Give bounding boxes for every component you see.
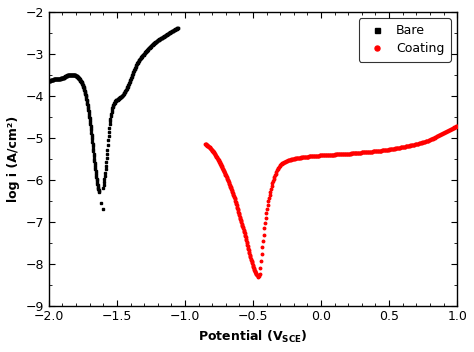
Y-axis label: log i (A/cm²): log i (A/cm²) — [7, 115, 20, 202]
Bare — [59, 76, 64, 81]
Bare — [105, 138, 111, 142]
Coating — [454, 124, 460, 128]
Coating — [352, 151, 357, 155]
Bare — [100, 207, 105, 211]
Bare — [103, 164, 109, 168]
Coating — [355, 151, 361, 155]
Bare — [175, 26, 181, 30]
Bare — [46, 79, 52, 83]
Legend: Bare, Coating: Bare, Coating — [359, 18, 451, 62]
Coating — [409, 143, 415, 147]
Coating — [338, 152, 344, 156]
Coating — [202, 142, 208, 146]
Coating — [260, 245, 265, 250]
Bare — [119, 94, 125, 98]
Line: Bare: Bare — [47, 27, 179, 210]
Coating — [377, 149, 383, 153]
Line: Coating: Coating — [204, 125, 458, 278]
Coating — [255, 275, 261, 279]
X-axis label: Potential (V$_{\mathregular{SCE}}$): Potential (V$_{\mathregular{SCE}}$) — [198, 329, 308, 345]
Bare — [159, 36, 164, 40]
Bare — [148, 44, 154, 48]
